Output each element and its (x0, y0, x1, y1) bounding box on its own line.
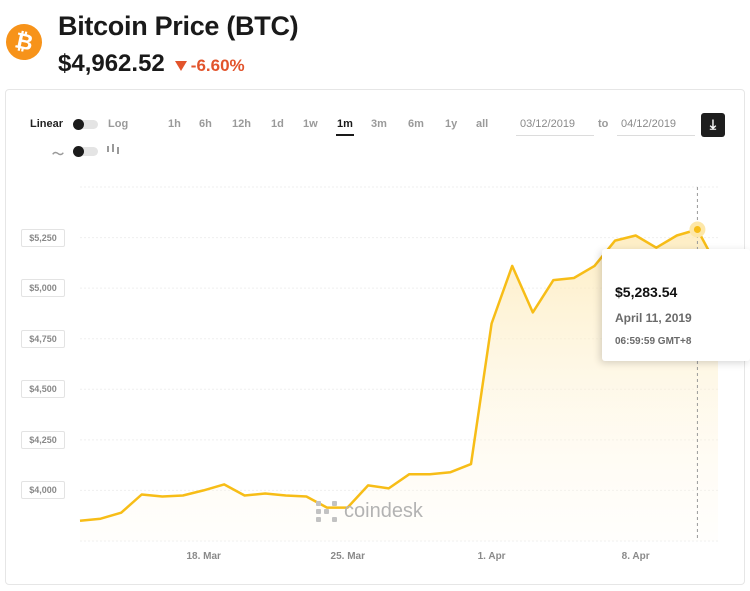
y-tick-label: $5,250 (21, 228, 65, 247)
line-chart-icon[interactable]: 〜 (52, 147, 65, 161)
watermark-text: coindesk (344, 500, 423, 522)
y-tick-label: $4,750 (21, 329, 65, 348)
price-tooltip: $5,283.54 April 11, 2019 06:59:59 GMT+8 (602, 249, 750, 361)
timeframe-1h[interactable]: 1h (168, 118, 181, 130)
toggle-knob (73, 146, 84, 157)
timeframe-1d[interactable]: 1d (271, 118, 284, 130)
scale-toggle[interactable] (73, 119, 98, 130)
tooltip-time: 06:59:59 GMT+8 (615, 336, 692, 347)
toggle-knob (73, 119, 84, 130)
price-line (79, 228, 720, 523)
coin-name: Bitcoin Price (58, 11, 220, 41)
timeframe-3m[interactable]: 3m (371, 118, 387, 130)
coindesk-watermark: coindesk (316, 500, 423, 523)
chart-type-toggle[interactable] (73, 146, 98, 157)
date-separator: to (598, 118, 609, 130)
x-tick-label: 1. Apr (477, 551, 506, 562)
timeframe-1w[interactable]: 1w (303, 118, 318, 130)
price-change: -6.60% (174, 56, 245, 76)
date-to-input[interactable] (617, 113, 695, 136)
y-tick-label: $4,500 (21, 380, 65, 399)
download-icon: ⤓ (709, 117, 717, 133)
y-tick-label: $4,000 (21, 481, 65, 500)
timeframe-1y[interactable]: 1y (445, 118, 458, 130)
coin-ticker: (BTC) (226, 11, 299, 41)
timeframe-all[interactable]: all (476, 118, 489, 130)
page-title: Bitcoin Price (BTC) (58, 11, 299, 42)
coindesk-logo-icon (316, 500, 338, 523)
tooltip-date: April 11, 2019 (615, 311, 692, 325)
date-from-input[interactable] (516, 113, 594, 136)
down-arrow-icon (174, 61, 187, 71)
x-tick-label: 18. Mar (186, 551, 221, 562)
price-change-value: -6.60% (190, 56, 245, 75)
candlestick-icon[interactable] (106, 143, 120, 157)
x-tick-label: 25. Mar (330, 551, 366, 562)
price-area (80, 229, 718, 541)
timeframe-12h[interactable]: 12h (232, 118, 251, 130)
timeframe-6h[interactable]: 6h (199, 118, 212, 130)
timeframe-6m[interactable]: 6m (408, 118, 424, 130)
y-tick-label: $4,250 (21, 430, 65, 449)
header: ₿ Bitcoin Price (BTC) $4,962.52 -6.60% (0, 0, 750, 88)
timeframe-1m[interactable]: 1m (336, 118, 354, 136)
current-price: $4,962.52 (58, 50, 165, 77)
data-points (79, 229, 719, 521)
download-button[interactable]: ⤓ (701, 113, 725, 137)
scale-log-label[interactable]: Log (108, 118, 129, 130)
price-row: $4,962.52 -6.60% (58, 50, 245, 78)
y-tick-label: $5,000 (21, 279, 65, 298)
tooltip-price: $5,283.54 (615, 284, 678, 300)
x-tick-label: 8. Apr (621, 551, 650, 562)
scale-linear-label[interactable]: Linear (30, 118, 64, 130)
